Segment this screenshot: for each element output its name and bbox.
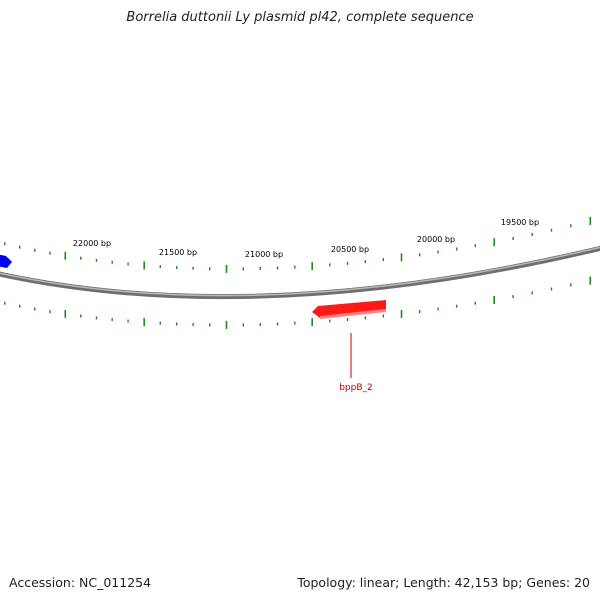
map-title: Borrelia duttonii Ly plasmid pl42, compl…	[126, 10, 474, 25]
tick-label-20500: 20500 bp	[331, 245, 369, 254]
inner-major-ticks	[64, 276, 592, 329]
gene-forward-blue[interactable]	[0, 254, 12, 268]
tick-label-19500: 19500 bp	[501, 218, 539, 227]
inner-minor-ticks	[4, 283, 572, 327]
summary-label: Topology: linear; Length: 42,153 bp; Gen…	[297, 575, 590, 590]
accession-label: Accession: NC_011254	[9, 575, 152, 590]
outer-minor-ticks	[4, 224, 572, 271]
tick-label-20000: 20000 bp	[417, 235, 455, 244]
sequence-backbone-highlight	[0, 246, 600, 297]
gene-label-bppB_2[interactable]: bppB_2	[339, 383, 373, 393]
gene-bppB_2[interactable]	[312, 300, 386, 319]
outer-major-ticks	[64, 217, 592, 273]
tick-label-21500: 21500 bp	[159, 248, 197, 257]
tick-label-22000: 22000 bp	[73, 239, 111, 248]
tick-label-21000: 21000 bp	[245, 250, 283, 259]
sequence-backbone	[0, 245, 600, 300]
